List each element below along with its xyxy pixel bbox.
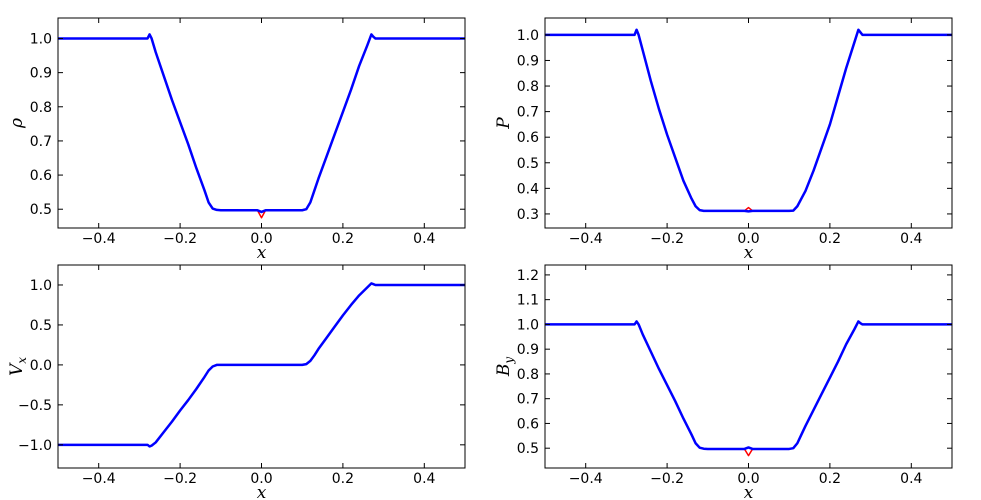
y-tick-label: 1.1 [517,293,539,309]
data-line [58,282,465,448]
x-tick-label: 0.4 [900,231,922,247]
data-line [545,320,952,451]
y-axis-label-main: B [494,364,514,378]
y-axis-label-sub: y [502,357,516,365]
x-tick-label: 0.4 [413,231,435,247]
x-tick-label: −0.4 [82,471,116,487]
axes-frame [544,264,953,469]
x-axis-label: x [744,243,754,263]
y-tick-label: 0.7 [30,134,52,150]
y-tick-label: 0.8 [517,367,539,383]
y-tick-label: −0.5 [18,398,52,414]
x-tick-label: 0.2 [332,471,354,487]
y-axis-label: ρ [7,118,27,129]
data-line [58,33,465,214]
axes-frame [57,264,466,469]
subplot: −0.4 −0.2 0.0 0.2 0.4 0.5 0.6 0.7 0.8 0.9 1.0 x ρ [7,17,466,263]
subplot: −0.4 −0.2 0.0 0.2 0.4 0.5 0.6 0.7 0.8 0.9 1.0 1.1 1.… [494,264,953,500]
x-axis-label: x [744,483,754,500]
y-axis-label-main: ρ [7,118,27,129]
y-tick-label: 0.0 [30,358,52,374]
x-tick-label: 0.2 [819,471,841,487]
x-tick-label: 0.4 [413,471,435,487]
x-tick-label: −0.4 [569,231,603,247]
y-tick-label: 0.5 [517,441,539,457]
y-tick-label: 0.9 [517,342,539,358]
x-tick-label: −0.2 [650,471,684,487]
x-tick-label: 0.2 [819,231,841,247]
y-tick-label: 1.0 [30,278,52,294]
y-tick-label: 1.0 [517,28,539,44]
y-axis-label: Vx [7,357,29,376]
y-tick-label: 0.7 [517,392,539,408]
x-axis-label: x [257,243,267,263]
y-tick-label: 0.6 [517,130,539,146]
y-axis-label: By [494,357,516,378]
y-tick-label: −1.0 [18,438,52,454]
x-tick-label: −0.2 [163,471,197,487]
x-tick-label: −0.2 [163,231,197,247]
y-axis-label-main: V [7,362,27,376]
x-tick-label: 0.0 [737,471,759,487]
data-line [545,320,952,457]
x-tick-label: 0.2 [332,231,354,247]
data-line [545,29,952,212]
y-tick-label: 0.5 [30,318,52,334]
y-tick-label: 0.7 [517,105,539,121]
x-tick-label: 0.0 [250,471,272,487]
subplot: −0.4 −0.2 0.0 0.2 0.4 0.3 0.4 0.5 0.6 0.7 0.8 0.9 1.… [494,17,953,263]
x-tick-label: −0.4 [569,471,603,487]
y-tick-label: 0.8 [30,100,52,116]
x-tick-label: 0.0 [250,231,272,247]
axes-frame [57,17,466,229]
y-tick-label: 0.5 [30,202,52,218]
y-tick-label: 0.9 [517,53,539,69]
y-tick-label: 1.0 [30,31,52,47]
y-axis-label-sub: x [15,357,29,364]
data-line [545,28,952,213]
y-axis-label-main: P [494,117,514,130]
y-tick-label: 0.6 [30,168,52,184]
y-tick-label: 1.0 [517,317,539,333]
x-tick-label: −0.4 [82,231,116,247]
y-tick-label: 0.8 [517,79,539,95]
y-axis-label: P [494,117,514,130]
y-tick-label: 1.2 [517,268,539,284]
x-axis-label: x [257,483,267,500]
y-tick-label: 0.9 [30,66,52,82]
y-tick-label: 0.6 [517,416,539,432]
y-tick-label: 0.5 [517,156,539,172]
x-tick-label: 0.4 [900,471,922,487]
axes-frame [544,17,953,229]
data-line [58,33,465,219]
y-tick-label: 0.3 [517,207,539,223]
y-tick-label: 0.4 [517,181,539,197]
x-tick-label: −0.2 [650,231,684,247]
x-tick-label: 0.0 [737,231,759,247]
